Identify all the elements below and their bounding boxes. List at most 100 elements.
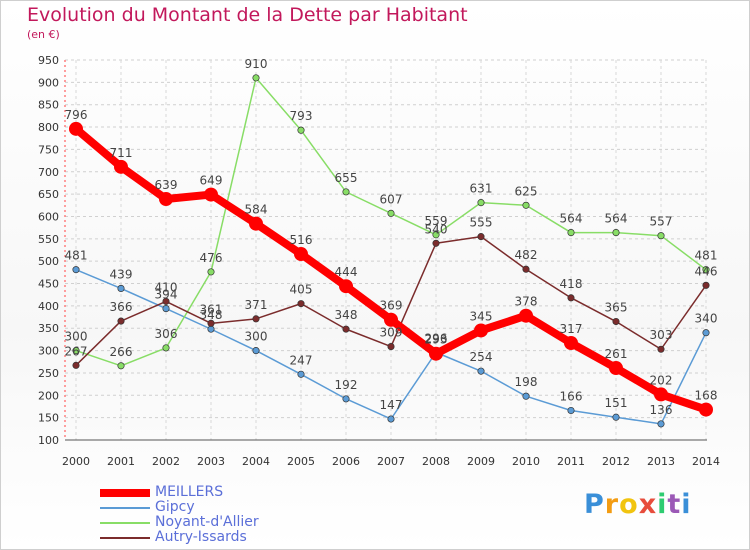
data-label: 481 (65, 249, 88, 263)
legend-label: Noyant-d'Allier (155, 514, 259, 530)
legend-swatch (100, 537, 150, 539)
data-point (609, 361, 623, 376)
data-point (342, 325, 350, 333)
y-tick-labels: 100 150 200 250 300 350 400 450 500 550 600 650 700 7… (38, 54, 59, 447)
y-tick-label: 150 (38, 412, 59, 425)
data-label: 625 (515, 184, 538, 198)
data-label: 439 (110, 267, 133, 281)
data-point (387, 209, 395, 217)
y-tick-label: 100 (38, 434, 59, 447)
x-tick-label: 2008 (422, 455, 450, 468)
x-tick-label: 2007 (377, 455, 405, 468)
data-label: 410 (155, 280, 178, 294)
data-label: 309 (380, 326, 403, 340)
data-point (72, 347, 80, 355)
data-point (207, 268, 215, 276)
data-label: 371 (245, 298, 268, 312)
y-tick-label: 450 (38, 278, 59, 291)
y-tick-label: 850 (38, 99, 59, 112)
data-point (252, 347, 260, 355)
data-label: 300 (245, 330, 268, 344)
data-label: 378 (515, 295, 538, 309)
data-label: 348 (200, 308, 223, 322)
data-label: 365 (605, 301, 628, 315)
data-point (567, 294, 575, 302)
data-label: 261 (605, 347, 628, 361)
data-point (162, 305, 170, 313)
x-tick-labels: 2000 2001 2002 2003 2004 2005 2006 2007 2008 2009… (62, 455, 720, 468)
data-point (339, 279, 353, 294)
data-point (387, 343, 395, 351)
data-label: 198 (515, 375, 538, 389)
data-point (657, 345, 665, 353)
data-label: 559 (425, 214, 448, 228)
data-label: 166 (560, 389, 583, 403)
y-tick-label: 200 (38, 389, 59, 402)
data-label: 649 (200, 174, 223, 188)
x-tick-label: 2006 (332, 455, 360, 468)
logo-letter: i (681, 489, 692, 520)
data-point (342, 395, 350, 403)
data-point (207, 319, 215, 327)
y-tick-label: 900 (38, 76, 59, 89)
data-label: 369 (380, 299, 403, 313)
data-label: 796 (65, 108, 88, 122)
data-point (159, 192, 173, 207)
data-point (252, 315, 260, 323)
data-label: 405 (290, 283, 313, 297)
y-tick-label: 800 (38, 121, 59, 134)
data-label: 348 (335, 308, 358, 322)
y-tick-label: 950 (38, 54, 59, 67)
axes (64, 60, 707, 441)
data-label: 516 (290, 233, 313, 247)
data-point (654, 387, 668, 402)
logo-letter: r (604, 489, 620, 520)
data-label: 540 (425, 222, 448, 236)
data-point (384, 312, 398, 327)
data-label: 296 (425, 331, 448, 345)
data-label: 631 (470, 182, 493, 196)
logo-letter: o (619, 489, 639, 520)
legend-swatch (100, 507, 150, 509)
grid-lines (65, 59, 707, 441)
data-label: 555 (470, 216, 493, 230)
x-tick-label: 2005 (287, 455, 315, 468)
data-point (249, 216, 263, 231)
legend-label: MEILLERS (155, 484, 224, 500)
series-lines (69, 74, 713, 428)
data-point (612, 229, 620, 237)
logo-letter: P (584, 489, 605, 520)
data-label: 267 (65, 344, 88, 358)
data-label: 564 (560, 212, 583, 226)
y-tick-label: 250 (38, 367, 59, 380)
data-label: 202 (650, 373, 673, 387)
data-label: 303 (650, 328, 673, 342)
data-point (612, 317, 620, 326)
data-point (117, 284, 125, 292)
data-label: 564 (605, 212, 628, 226)
data-point (72, 266, 80, 274)
data-point (432, 231, 440, 239)
data-label: 247 (290, 353, 313, 367)
data-label: 300 (65, 330, 88, 344)
y-tick-label: 400 (38, 300, 59, 313)
data-label: 910 (245, 57, 268, 71)
data-point (69, 121, 83, 136)
data-label: 293 (425, 333, 448, 347)
data-point (207, 325, 215, 333)
data-label: 418 (560, 277, 583, 291)
y-tick-label: 600 (38, 210, 59, 223)
data-point (699, 402, 713, 417)
data-point (567, 229, 575, 237)
data-point (477, 233, 485, 241)
data-point (657, 232, 665, 240)
logo-letter: t (667, 489, 682, 520)
data-label: 147 (380, 398, 403, 412)
x-tick-label: 2010 (512, 455, 540, 468)
data-point (114, 159, 128, 174)
y-tick-label: 500 (38, 255, 59, 268)
data-point (657, 420, 665, 428)
data-label: 444 (335, 265, 358, 279)
legend-swatch (100, 489, 150, 497)
x-tick-label: 2013 (647, 455, 675, 468)
